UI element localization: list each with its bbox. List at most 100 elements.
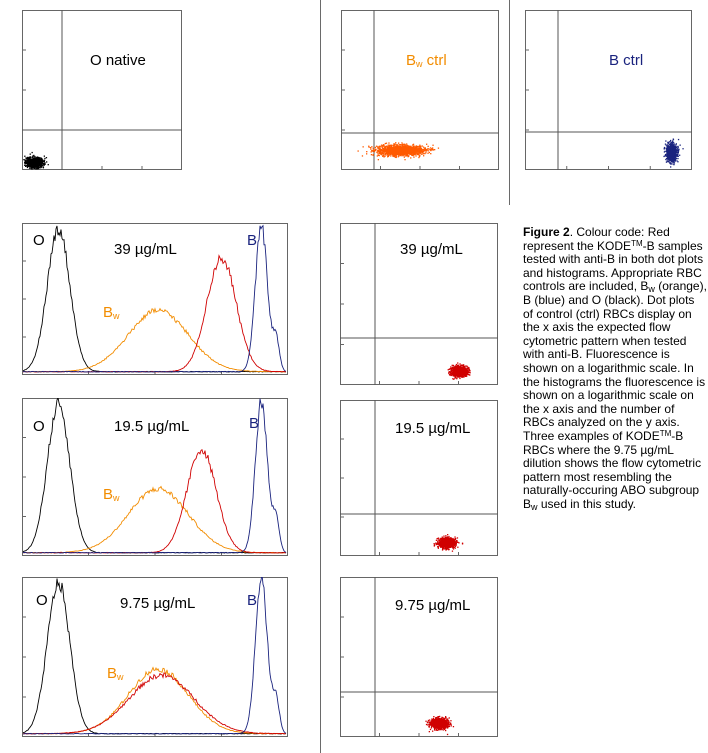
event-point [451,550,454,552]
event-point [429,149,431,151]
event-point [460,370,462,372]
event-point [464,374,466,376]
event-point [416,148,418,150]
event-point [671,159,674,161]
event-point [668,147,670,149]
event-point [672,144,674,146]
event-point [413,152,415,154]
event-point [467,371,469,373]
event-point [672,142,674,144]
event-point [386,145,388,147]
event-point [452,367,454,369]
event-point [463,370,466,372]
event-point [32,156,34,158]
event-point [674,157,676,159]
event-point [399,148,401,150]
event-point [401,148,403,150]
event-point [385,152,387,155]
event-point [393,144,395,146]
event-point [453,544,455,546]
event-point [454,369,456,371]
event-point [462,366,465,368]
event-point [413,156,415,158]
event-point [28,162,30,164]
event-point [395,154,397,156]
event-point [461,376,463,378]
event-point [44,157,46,160]
event-point [392,147,394,149]
event-point [36,161,38,164]
event-point [666,153,668,155]
label-o: O [33,418,45,435]
event-point [677,161,679,163]
event-point [418,151,420,153]
event-point [397,151,399,153]
event-point [670,155,672,157]
event-point [672,147,674,149]
event-point [670,143,672,145]
event-point [451,371,453,374]
event-point [458,373,460,375]
event-point [40,158,42,160]
scatter-points [447,362,471,380]
panel-title: B ctrl [609,52,644,69]
event-point [417,149,419,151]
dotplot-b-ctrl: B ctrl [525,10,692,170]
event-point [454,540,456,542]
event-point [372,149,374,151]
event-point [381,152,383,154]
event-point [42,167,44,169]
event-point [379,147,381,149]
event-point [459,376,461,378]
event-point [403,145,405,148]
event-point [415,147,417,149]
concentration-label: 9.75 µg/mL [120,595,196,612]
event-point [45,157,48,159]
event-point [675,154,677,156]
event-point [378,150,381,152]
event-point [427,147,429,150]
event-point [437,538,439,540]
event-point [460,372,462,374]
event-point [40,157,42,159]
event-point [455,372,457,374]
event-point [378,153,380,155]
event-point [40,165,42,167]
event-point [673,162,676,164]
event-point [393,146,395,148]
event-point [460,375,463,377]
event-point [377,154,380,156]
event-point [395,156,397,159]
event-point [460,367,463,369]
event-point [431,149,433,151]
event-point [28,167,31,169]
event-point [394,146,396,148]
event-point [666,147,669,149]
event-point [42,166,45,168]
event-point [465,368,467,370]
event-point [462,370,464,373]
event-point [669,159,672,162]
event-point [25,165,27,167]
event-point [672,149,674,152]
event-point [675,158,678,160]
event-point [672,156,674,158]
event-point [419,150,421,152]
event-point [389,153,392,156]
event-point [406,143,408,145]
event-point [34,160,37,163]
event-point [668,151,671,153]
event-point [399,154,402,157]
event-point [387,156,389,158]
event-point [469,370,471,372]
event-point [461,370,463,373]
event-point [454,375,456,378]
event-point [407,153,409,156]
event-point [454,536,456,538]
event-point [393,152,396,154]
event-point [679,154,681,156]
dotplot-svg [340,223,498,385]
event-point [394,148,396,150]
plot-frame [22,398,288,556]
event-point [35,163,37,165]
